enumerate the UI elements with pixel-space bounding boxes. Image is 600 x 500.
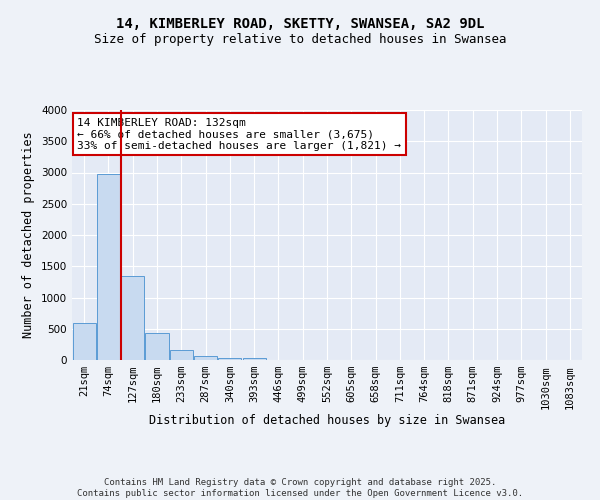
Text: Contains HM Land Registry data © Crown copyright and database right 2025.
Contai: Contains HM Land Registry data © Crown c… — [77, 478, 523, 498]
Y-axis label: Number of detached properties: Number of detached properties — [22, 132, 35, 338]
Text: 14, KIMBERLEY ROAD, SKETTY, SWANSEA, SA2 9DL: 14, KIMBERLEY ROAD, SKETTY, SWANSEA, SA2… — [116, 18, 484, 32]
X-axis label: Distribution of detached houses by size in Swansea: Distribution of detached houses by size … — [149, 414, 505, 427]
Bar — [97, 174, 120, 360]
Text: Size of property relative to detached houses in Swansea: Size of property relative to detached ho… — [94, 32, 506, 46]
Bar — [218, 358, 241, 360]
Bar — [121, 276, 144, 360]
Bar — [145, 333, 169, 360]
Text: 14 KIMBERLEY ROAD: 132sqm
← 66% of detached houses are smaller (3,675)
33% of se: 14 KIMBERLEY ROAD: 132sqm ← 66% of detac… — [77, 118, 401, 150]
Bar — [194, 356, 217, 360]
Bar — [73, 323, 95, 360]
Bar — [170, 350, 193, 360]
Bar — [242, 358, 266, 360]
